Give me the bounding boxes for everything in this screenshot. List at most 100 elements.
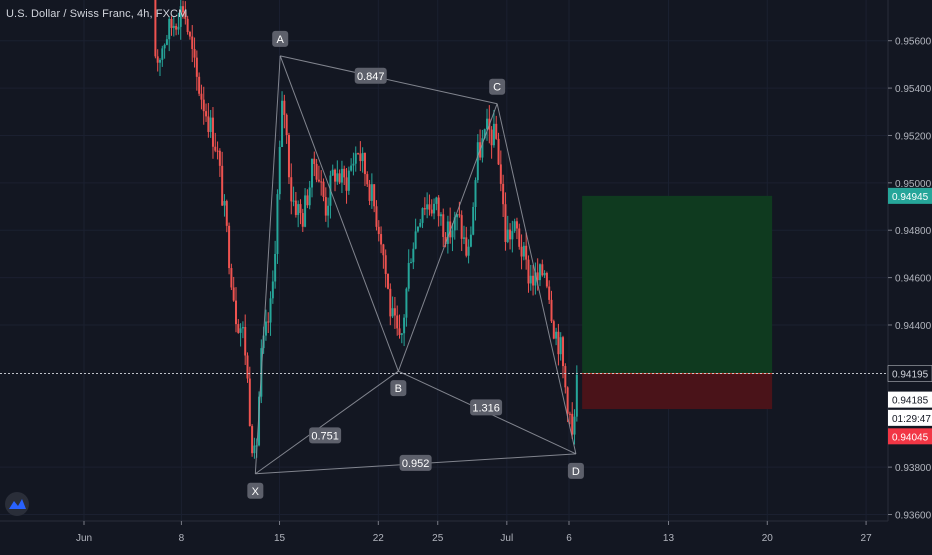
time-tick-label: Jul (500, 533, 513, 544)
candle-body (294, 200, 297, 215)
pattern-line-ab (279, 55, 399, 372)
candle-body (373, 184, 376, 207)
countdown-tag-box (888, 409, 932, 426)
candle-body (234, 300, 237, 325)
candle-body (276, 194, 279, 254)
candle-body (497, 138, 500, 165)
candle-body (410, 262, 413, 264)
candle-body (462, 237, 465, 239)
target-price-tag: 0.94945 (892, 192, 929, 203)
candle-body (184, 12, 187, 19)
candle-body (529, 275, 532, 284)
point-label-box (247, 482, 264, 499)
candles (154, 0, 578, 459)
candle-body (545, 272, 548, 287)
candle-body (449, 221, 452, 238)
candle-body (380, 234, 383, 245)
candle-body (389, 288, 392, 317)
candle-body (193, 49, 196, 58)
pattern-line-ac (280, 55, 498, 105)
candle-body (467, 246, 470, 256)
ratio-label: 1.316 (472, 402, 500, 414)
candle-body (386, 273, 389, 289)
candle-body (216, 150, 219, 152)
time-tick-label: 8 (179, 533, 185, 544)
candle-body (336, 173, 339, 182)
point-label-b: B (395, 383, 402, 395)
candle-body (191, 36, 194, 50)
candle-body (490, 129, 493, 146)
candle-body (343, 168, 346, 178)
point-label-box (489, 78, 506, 95)
candle-body (437, 197, 440, 217)
candle-body (165, 39, 168, 45)
candle-body (274, 253, 277, 282)
candle-body (340, 168, 343, 183)
candle-body (483, 129, 486, 139)
time-tick-label: 15 (274, 533, 286, 544)
candle-body (407, 262, 410, 289)
candle-body (248, 378, 251, 427)
pattern-line-bc (397, 103, 498, 372)
candle-body (435, 197, 438, 204)
candle-body (221, 165, 224, 206)
candle-body (317, 179, 320, 182)
candle-body (439, 214, 442, 217)
candle-body (322, 181, 325, 198)
candle-body (444, 236, 447, 244)
candle-body (453, 217, 456, 231)
ratio-label: 0.751 (311, 430, 339, 442)
candle-body (550, 299, 553, 322)
ratio-label: 0.952 (402, 458, 430, 470)
candle-body (575, 374, 578, 417)
candle-body (368, 184, 371, 201)
candle-body (393, 308, 396, 316)
candle-body (568, 413, 571, 415)
candle-body (207, 116, 210, 132)
candle-body (324, 197, 327, 216)
price-tick-label: 0.94800 (895, 226, 932, 237)
candle-body (239, 328, 242, 333)
target-price-tag-box (888, 187, 932, 204)
candle-body (345, 177, 348, 191)
candle-body (177, 26, 180, 30)
time-tick-label: 20 (762, 533, 774, 544)
candle-body (154, 0, 157, 57)
price-tick-label: 0.95000 (895, 179, 932, 190)
candle-body (352, 163, 355, 166)
pattern-line-xa (254, 55, 281, 474)
logo-bg (5, 492, 29, 516)
candle-body (301, 213, 304, 227)
price-tick-label: 0.94400 (895, 321, 932, 332)
candle-body (292, 200, 295, 202)
candle-body (161, 48, 164, 60)
point-label-a: A (277, 34, 285, 46)
candle-body (244, 327, 247, 356)
candle-body (357, 153, 360, 155)
candle-body (456, 214, 459, 218)
candle-body (313, 158, 316, 165)
candle-body (423, 208, 426, 210)
candle-body (269, 298, 272, 323)
candle-body (179, 6, 182, 27)
point-label-x: X (252, 486, 260, 498)
candle-body (559, 337, 562, 355)
candle-body (320, 181, 323, 183)
candle-body (562, 337, 565, 367)
candle-body (548, 286, 551, 300)
candle-body (331, 169, 334, 176)
candle-body (264, 321, 267, 336)
time-tick-label: 22 (373, 533, 385, 544)
candle-body (285, 114, 288, 135)
candle-body (304, 195, 307, 227)
candle-body (499, 164, 502, 184)
point-label-box (567, 462, 584, 479)
stop-price-tag-box (888, 428, 932, 445)
candle-body (359, 153, 362, 162)
ratio-label-box (470, 399, 503, 416)
candle-body (522, 245, 525, 257)
candle-body (306, 195, 309, 206)
